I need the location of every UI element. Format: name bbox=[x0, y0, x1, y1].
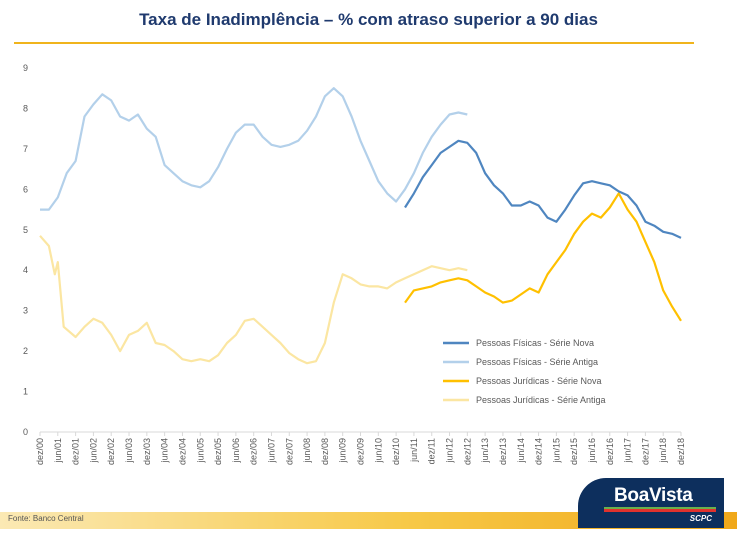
x-tick-label: jun/14 bbox=[516, 438, 526, 464]
x-tick-label: dez/09 bbox=[356, 438, 366, 465]
y-tick-label: 2 bbox=[23, 346, 28, 356]
x-tick-label: jun/18 bbox=[658, 438, 668, 464]
x-tick-label: jun/12 bbox=[445, 438, 455, 464]
x-axis: dez/00 jun/01 dez/01 jun/02 dez/02 jun/03 dez/… bbox=[35, 431, 686, 465]
x-tick-label: jun/16 bbox=[587, 438, 597, 464]
footer-bar bbox=[0, 512, 737, 529]
x-tick-label: jun/04 bbox=[160, 438, 170, 464]
x-tick-label: dez/02 bbox=[106, 438, 116, 465]
x-tick-label: jun/06 bbox=[231, 438, 241, 464]
x-tick-label: dez/06 bbox=[249, 438, 259, 465]
x-tick-label: jun/11 bbox=[409, 438, 419, 463]
logo-stripe-green bbox=[604, 507, 716, 509]
y-tick-label: 5 bbox=[23, 225, 28, 235]
logo-name: BoaVista bbox=[614, 485, 693, 506]
series-line-3 bbox=[39, 235, 468, 365]
series-line-0 bbox=[404, 139, 682, 239]
y-tick-label: 4 bbox=[23, 265, 28, 275]
series-layer bbox=[39, 87, 682, 365]
y-tick-label: 0 bbox=[23, 427, 28, 437]
x-tick-label: dez/08 bbox=[320, 438, 330, 465]
legend-label: Pessoas Jurídicas - Série Antiga bbox=[476, 395, 606, 405]
y-tick-label: 9 bbox=[23, 63, 28, 73]
x-tick-label: dez/18 bbox=[676, 438, 686, 465]
x-tick-label: dez/10 bbox=[391, 438, 401, 465]
x-tick-label: jun/17 bbox=[623, 438, 633, 464]
x-tick-label: dez/04 bbox=[177, 438, 187, 465]
x-tick-label: dez/12 bbox=[462, 438, 472, 465]
logo-stripe-red bbox=[604, 509, 716, 512]
x-tick-label: dez/07 bbox=[284, 438, 294, 465]
x-tick-label: jun/09 bbox=[338, 438, 348, 464]
y-axis: 0 1 2 3 4 5 6 7 8 9 bbox=[23, 63, 28, 437]
y-tick-label: 7 bbox=[23, 144, 28, 154]
x-tick-label: dez/15 bbox=[569, 438, 579, 465]
x-tick-label: jun/03 bbox=[124, 438, 134, 464]
x-tick-label: jun/05 bbox=[195, 438, 205, 464]
x-tick-label: jun/07 bbox=[266, 438, 276, 464]
x-tick-label: jun/02 bbox=[88, 438, 98, 464]
legend-label: Pessoas Jurídicas - Série Nova bbox=[476, 376, 602, 386]
boavista-logo: BoaVista SCPC bbox=[578, 478, 724, 528]
x-tick-label: dez/13 bbox=[498, 438, 508, 465]
x-tick-label: jun/08 bbox=[302, 438, 312, 464]
title-divider bbox=[14, 42, 694, 44]
logo-sub: SCPC bbox=[689, 514, 712, 523]
y-tick-label: 3 bbox=[23, 306, 28, 316]
x-tick-label: jun/15 bbox=[551, 438, 561, 464]
chart-title: Taxa de Inadimplência – % com atraso sup… bbox=[139, 10, 598, 29]
y-tick-label: 6 bbox=[23, 184, 28, 194]
series-line-2 bbox=[404, 192, 682, 322]
legend-label: Pessoas Físicas - Série Antiga bbox=[476, 357, 598, 367]
y-tick-label: 8 bbox=[23, 103, 28, 113]
series-line-1 bbox=[40, 87, 468, 211]
x-tick-label: jun/01 bbox=[53, 438, 63, 464]
x-tick-label: dez/17 bbox=[640, 438, 650, 465]
x-tick-label: dez/11 bbox=[427, 438, 437, 464]
x-tick-label: jun/13 bbox=[480, 438, 490, 464]
x-tick-label: dez/05 bbox=[213, 438, 223, 465]
x-tick-label: dez/16 bbox=[605, 438, 615, 465]
source-note: Fonte: Banco Central bbox=[8, 514, 84, 523]
y-tick-label: 1 bbox=[23, 387, 28, 397]
x-tick-label: jun/10 bbox=[373, 438, 383, 464]
x-tick-label: dez/14 bbox=[534, 438, 544, 465]
x-tick-label: dez/03 bbox=[142, 438, 152, 465]
x-tick-label: dez/01 bbox=[71, 438, 81, 465]
legend: Pessoas Físicas - Série Nova Pessoas Físi… bbox=[443, 338, 606, 405]
legend-label: Pessoas Físicas - Série Nova bbox=[476, 338, 594, 348]
x-tick-label: dez/00 bbox=[35, 438, 45, 465]
